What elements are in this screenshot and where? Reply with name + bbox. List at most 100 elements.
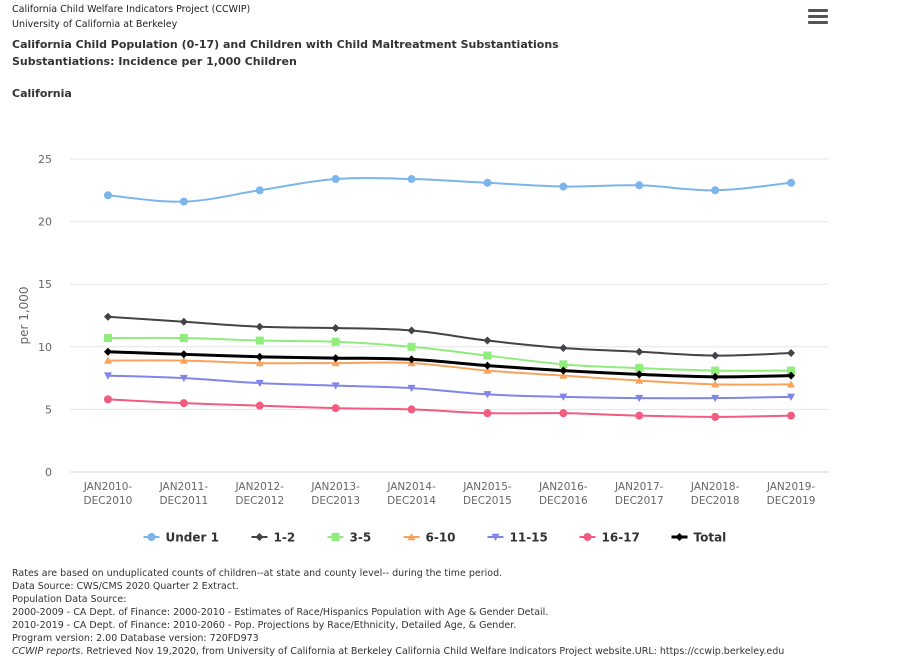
data-point-3-5 [635, 364, 644, 373]
footer-source-2000: 2000-2009 - CA Dept. of Finance: 2000-20… [12, 607, 549, 618]
legend-label-3-5[interactable]: 3-5 [350, 531, 372, 545]
x-tick-label: JAN2010-DEC2010 [83, 481, 133, 507]
citation-text: . Retrieved Nov 19,2020, from University… [80, 646, 785, 657]
y-tick-label: 5 [45, 403, 52, 416]
y-tick-label: 10 [38, 341, 52, 354]
data-point-under-1 [255, 186, 264, 195]
data-point-1-2 [103, 312, 112, 321]
line-chart: 0 5 10 15 20 25 per 1,000 JAN2010-DEC2010 JAN201… [17, 153, 829, 545]
series-line-16-17 [107, 398, 792, 418]
data-point-1-2 [711, 351, 720, 360]
series-line-3-5 [107, 336, 792, 372]
x-tick-label: JAN2011-DEC2011 [159, 481, 209, 507]
data-point-6-10 [255, 359, 264, 367]
data-point-under-1 [179, 197, 188, 206]
data-point-16-17 [787, 411, 796, 420]
footer-citation: CCWIP reports. Retrieved Nov 19,2020, fr… [12, 645, 784, 658]
data-point-total [635, 370, 644, 379]
site-header: California Child Welfare Indicators Proj… [12, 2, 250, 32]
data-point-6-10 [711, 380, 720, 388]
chart-footer: Rates are based on unduplicated counts o… [12, 567, 784, 658]
data-point-11-15 [255, 379, 264, 388]
data-point-1-2 [559, 344, 568, 353]
legend-marker-16-17 [583, 533, 592, 541]
data-point-1-2 [255, 322, 264, 331]
data-point-16-17 [331, 404, 340, 413]
data-point-6-10 [179, 356, 188, 364]
data-point-under-1 [787, 178, 796, 187]
data-point-11-15 [635, 394, 644, 403]
data-point-3-5 [559, 360, 568, 369]
data-point-11-15 [483, 391, 492, 399]
y-axis-label: per 1,000 [17, 286, 31, 344]
x-tick-label: JAN2014-DEC2014 [386, 481, 436, 507]
legend-label-total[interactable]: Total [694, 531, 727, 545]
x-tick-label: JAN2017-DEC2017 [614, 481, 664, 507]
data-point-6-10 [635, 376, 644, 384]
legend-label-11-15[interactable]: 11-15 [510, 531, 548, 545]
series-line-6-10 [107, 359, 792, 386]
data-point-16-17 [711, 412, 720, 421]
data-point-total [787, 371, 796, 380]
data-point-3-5 [331, 337, 340, 346]
data-point-11-15 [331, 382, 340, 390]
citation-title: CCWIP reports [12, 646, 81, 657]
data-point-6-10 [331, 359, 340, 367]
project-name: California Child Welfare Indicators Proj… [12, 4, 251, 15]
data-point-under-1 [103, 191, 112, 200]
chart-title: California Child Population (0-17) and C… [12, 36, 559, 70]
data-point-under-1 [559, 182, 568, 191]
data-point-16-17 [255, 401, 264, 410]
data-point-under-1 [711, 186, 720, 195]
data-point-total [483, 361, 492, 370]
data-point-3-5 [787, 366, 796, 375]
data-point-3-5 [407, 342, 416, 351]
series-line-total [107, 350, 792, 379]
data-point-3-5 [483, 351, 492, 360]
legend-marker-under-1 [147, 533, 156, 541]
x-tick-label: JAN2018-DEC2018 [690, 481, 740, 507]
data-point-under-1 [635, 181, 644, 190]
data-point-11-15 [787, 393, 796, 401]
data-point-11-15 [559, 393, 568, 401]
x-tick-label: JAN2019-DEC2019 [766, 481, 816, 507]
legend-marker-6-10 [407, 533, 416, 541]
series-line-11-15 [107, 374, 792, 400]
chart-subtitle: California [12, 87, 72, 100]
data-point-1-2 [483, 336, 492, 345]
data-point-3-5 [255, 336, 264, 345]
data-point-11-15 [179, 374, 188, 383]
data-point-16-17 [179, 399, 188, 408]
legend-label-6-10[interactable]: 6-10 [426, 531, 456, 545]
data-point-16-17 [407, 405, 416, 414]
footer-population-source: Population Data Source: [12, 594, 127, 605]
data-point-total [179, 350, 188, 359]
footer-note: Rates are based on unduplicated counts o… [12, 568, 503, 579]
legend-marker-1-2 [255, 533, 264, 541]
legend-label-16-17[interactable]: 16-17 [602, 531, 640, 545]
legend-label-under-1[interactable]: Under 1 [166, 531, 219, 545]
legend-marker-11-15 [491, 533, 500, 541]
x-tick-label: JAN2012-DEC2012 [235, 481, 285, 507]
data-point-total [331, 354, 340, 363]
data-point-1-2 [787, 349, 796, 358]
chart-title-line2: Substantiations: Incidence per 1,000 Chi… [12, 55, 297, 68]
data-point-under-1 [407, 175, 416, 184]
hamburger-menu-icon[interactable] [808, 9, 828, 25]
y-tick-label: 0 [45, 466, 52, 479]
legend-marker-total [675, 533, 684, 541]
x-tick-label: JAN2015-DEC2015 [462, 481, 512, 507]
series-line-1-2 [107, 315, 792, 357]
data-point-16-17 [103, 395, 112, 404]
x-tick-label: JAN2013-DEC2013 [310, 481, 360, 507]
data-point-total [407, 355, 416, 364]
footer-source-2010: 2010-2019 - CA Dept. of Finance: 2010-20… [12, 620, 517, 631]
data-point-3-5 [103, 334, 112, 343]
data-point-6-10 [559, 371, 568, 379]
data-point-6-10 [787, 380, 796, 388]
legend-label-1-2[interactable]: 1-2 [274, 531, 296, 545]
data-point-1-2 [407, 326, 416, 335]
data-point-1-2 [635, 347, 644, 356]
university-name: University of California at Berkeley [12, 19, 178, 30]
data-point-1-2 [179, 317, 188, 326]
